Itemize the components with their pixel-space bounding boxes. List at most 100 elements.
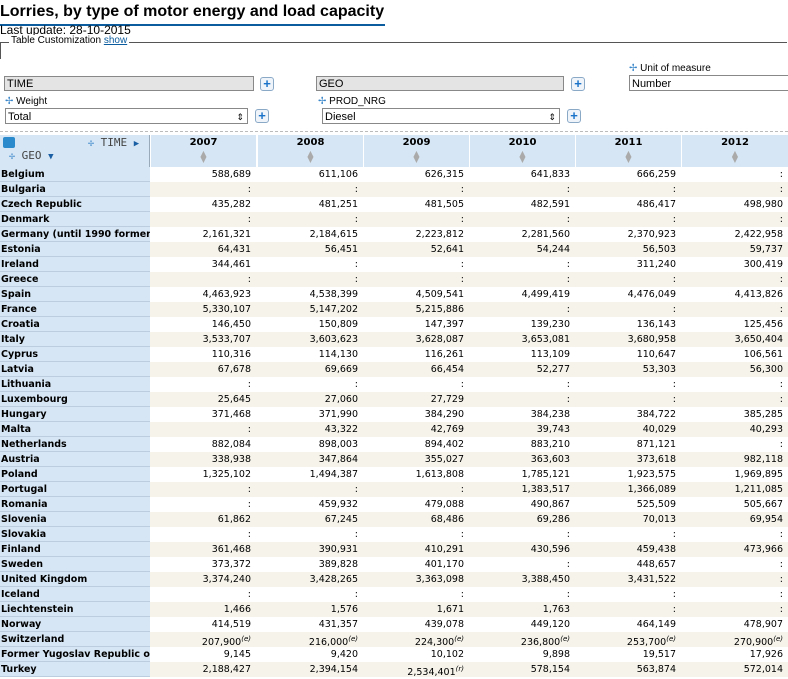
row-header[interactable]: Slovakia xyxy=(0,527,150,542)
row-header[interactable]: Former Yugoslav Republic of Macedonia, t… xyxy=(0,647,150,662)
row-header[interactable]: Finland xyxy=(0,542,150,557)
table-cell: 385,285 xyxy=(681,407,788,422)
row-header[interactable]: Greece xyxy=(0,272,150,287)
row-header[interactable]: Portugal xyxy=(0,482,150,497)
row-header[interactable]: Malta xyxy=(0,422,150,437)
move-icon[interactable]: ✢ xyxy=(629,63,638,74)
column-header[interactable]: 2007 ▲ ▼ xyxy=(150,135,256,170)
table-cell: 344,461 xyxy=(150,257,256,272)
table-cell: 1,613,808 xyxy=(363,467,469,482)
column-header[interactable]: 2009 ▲ ▼ xyxy=(363,135,469,170)
row-header[interactable]: Croatia xyxy=(0,317,150,332)
table-cell: : xyxy=(469,257,575,272)
cell-value: : xyxy=(672,589,676,600)
cell-flag: (r) xyxy=(455,665,464,673)
row-header[interactable]: Belgium xyxy=(0,167,150,182)
row-header[interactable]: Slovenia xyxy=(0,512,150,527)
table-cell: 1,211,085 xyxy=(681,482,788,497)
cell-value: 106,561 xyxy=(743,349,783,360)
row-header[interactable]: Cyprus xyxy=(0,347,150,362)
cell-value: 114,130 xyxy=(318,349,358,360)
cell-value: 110,316 xyxy=(211,349,251,360)
move-icon[interactable]: ✢ xyxy=(318,96,327,107)
row-header[interactable]: Poland xyxy=(0,467,150,482)
row-header[interactable]: Denmark xyxy=(0,212,150,227)
table-cell: 525,509 xyxy=(575,497,681,512)
unit-of-measure-field[interactable]: Number xyxy=(629,75,788,91)
table-cell: 113,109 xyxy=(469,347,575,362)
row-header[interactable]: France xyxy=(0,302,150,317)
row-header[interactable]: Austria xyxy=(0,452,150,467)
table-cell: : xyxy=(363,257,469,272)
row-header[interactable]: United Kingdom xyxy=(0,572,150,587)
row-header[interactable]: Turkey xyxy=(0,662,150,677)
geo-dimension-field[interactable]: GEO xyxy=(316,76,564,91)
row-header[interactable]: Norway xyxy=(0,617,150,632)
table-cell: 490,867 xyxy=(469,497,575,512)
row-header[interactable]: Hungary xyxy=(0,407,150,422)
row-header[interactable]: Latvia xyxy=(0,362,150,377)
row-header[interactable]: Ireland xyxy=(0,257,150,272)
table-cell: : xyxy=(575,587,681,602)
row-header[interactable]: Italy xyxy=(0,332,150,347)
add-geo-plus-icon[interactable]: + xyxy=(571,77,585,91)
weight-label: Weight xyxy=(16,96,48,107)
column-header[interactable]: 2008 ▲ ▼ xyxy=(257,135,363,170)
row-header[interactable]: Czech Republic xyxy=(0,197,150,212)
table-cell: : xyxy=(363,527,469,542)
column-header[interactable]: 2011 ▲ ▼ xyxy=(575,135,681,170)
move-icon[interactable]: ✢ xyxy=(5,96,14,107)
row-header[interactable]: Netherlands xyxy=(0,437,150,452)
cell-value: : xyxy=(354,184,358,195)
sort-arrows-icon[interactable]: ▲ ▼ xyxy=(519,149,526,164)
sort-arrows-icon[interactable]: ▲ ▼ xyxy=(731,149,739,164)
row-header[interactable]: Liechtenstein xyxy=(0,602,150,617)
cell-value: 371,468 xyxy=(211,409,251,420)
cell-value: 136,143 xyxy=(636,319,676,330)
column-header[interactable]: 2010 ▲ ▼ xyxy=(469,135,575,170)
sort-arrows-icon[interactable]: ▲ ▼ xyxy=(307,149,314,164)
cell-value: 3,680,958 xyxy=(627,334,676,345)
time-axis-header[interactable]: ✢ TIME ▶ xyxy=(88,136,139,149)
add-weight-plus-icon[interactable]: + xyxy=(255,109,269,123)
cell-value: : xyxy=(247,379,251,390)
cell-value: : xyxy=(779,379,783,390)
row-header[interactable]: Spain xyxy=(0,287,150,302)
weight-select[interactable]: Total ⇕ xyxy=(5,108,248,124)
geo-axis-header[interactable]: ✢ GEO ▼ xyxy=(9,149,54,162)
prod-nrg-select[interactable]: Diesel ⇕ xyxy=(322,108,560,124)
column-header[interactable]: 2012 ▲ ▼ xyxy=(681,135,788,170)
column-header-label: 2011 xyxy=(614,137,643,148)
row-header[interactable]: Romania xyxy=(0,497,150,512)
table-cell: 373,372 xyxy=(150,557,256,572)
cell-value: 5,215,886 xyxy=(415,304,464,315)
table-cell: 473,966 xyxy=(681,542,788,557)
cell-flag: (e) xyxy=(348,635,358,643)
row-header[interactable]: Luxembourg xyxy=(0,392,150,407)
sort-arrows-icon[interactable]: ▲ ▼ xyxy=(200,149,207,164)
table-cell: 482,591 xyxy=(469,197,575,212)
row-header[interactable]: Bulgaria xyxy=(0,182,150,197)
sort-arrows-icon[interactable]: ▲ ▼ xyxy=(625,149,632,164)
row-header[interactable]: Estonia xyxy=(0,242,150,257)
row-header[interactable]: Switzerland xyxy=(0,632,150,647)
table-cell: : xyxy=(681,572,788,587)
row-header[interactable]: Germany (until 1990 former territory of … xyxy=(0,227,150,242)
sort-arrows-icon[interactable]: ▲ ▼ xyxy=(413,149,420,164)
table-cell: 2,223,812 xyxy=(363,227,469,242)
table-cell: : xyxy=(257,257,363,272)
add-time-plus-icon[interactable]: + xyxy=(260,77,274,91)
cell-value: 2,188,427 xyxy=(202,664,251,675)
swap-axes-icon[interactable] xyxy=(3,137,15,148)
row-header[interactable]: Lithuania xyxy=(0,377,150,392)
add-prod-nrg-plus-icon[interactable]: + xyxy=(567,109,581,123)
table-row xyxy=(150,662,788,677)
table-row xyxy=(150,167,788,182)
row-header[interactable]: Iceland xyxy=(0,587,150,602)
show-customization-link[interactable]: show xyxy=(103,35,128,46)
time-dimension-field[interactable]: TIME xyxy=(4,76,254,91)
table-cell: 66,454 xyxy=(363,362,469,377)
row-header[interactable]: Sweden xyxy=(0,557,150,572)
table-row xyxy=(150,257,788,272)
cell-value: 40,029 xyxy=(642,424,676,435)
